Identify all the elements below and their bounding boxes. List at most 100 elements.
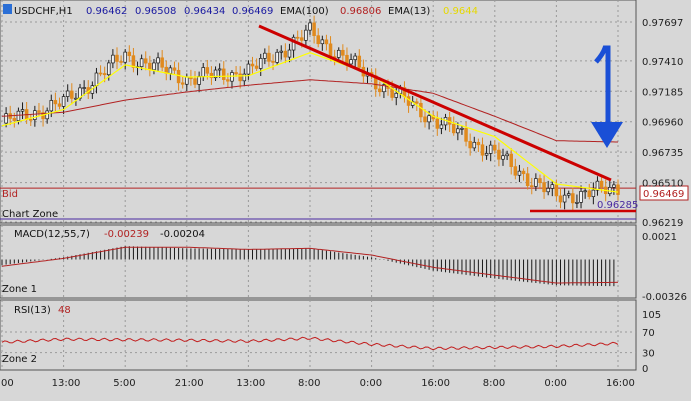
candle-body [49,100,54,112]
candle-body [612,184,616,188]
candle-body [357,55,362,68]
time-tick-label: 5:00 [113,378,135,389]
candle-body [172,67,177,71]
candle-body [28,119,33,121]
candle-body [148,62,152,71]
candle-body [263,52,267,59]
candle-body [349,59,353,65]
candle-body [316,35,320,45]
candle-body [283,50,288,58]
rsi-value: 48 [58,305,71,316]
candle-body [213,69,218,79]
time-tick-label: 8:00 [483,378,505,389]
candle-body [33,110,37,120]
candle-body [279,50,284,53]
rsi-tick-label: 70 [642,328,655,339]
candle-body [304,29,308,41]
candle-body [566,193,571,196]
candle-body [168,67,173,74]
time-tick-label: 21:00 [175,378,204,389]
candle-body [550,184,555,189]
ema100-value: 0.96806 [340,6,381,17]
candle-body [61,96,66,107]
candle-body [419,102,423,118]
candle-body [456,128,460,134]
candle-body [554,184,559,197]
candle-body [493,144,497,151]
candle-body [435,118,440,129]
low-value: 0.96434 [184,6,225,17]
candle-body [517,170,522,176]
candle-body [217,68,222,71]
candle-body [267,52,271,62]
macd-signal-line [1,246,619,284]
support-price-label: 0.96285 [597,200,638,211]
candle-body [275,51,279,63]
candle-body [98,72,103,75]
candle-body [74,97,78,100]
candle-body [525,173,530,187]
candle-body [230,72,234,82]
rsi-line [1,336,619,351]
candle-body [127,51,132,57]
candle-body [201,67,205,77]
time-tick-label: 0:00 [544,378,566,389]
candle-body [250,63,255,67]
time-tick-label: 16:00 [606,378,635,389]
candle-body [505,153,509,157]
candle-body [82,87,86,89]
ema100-line [1,79,618,143]
candle-body [587,190,592,197]
candle-body [501,155,505,160]
resistance-trendline[interactable] [258,24,612,182]
collapse-arrow-icon[interactable] [3,4,12,14]
candle-body [156,57,160,64]
candle-body [439,124,444,129]
candle-body [451,123,456,134]
y-axis: 0.97697 0.97410 0.97185 0.96960 0.96735 0.965… [642,18,687,375]
macd-zone-label: Zone 1 [2,284,37,295]
candle-body [234,72,238,75]
price-tick-label: 0.96960 [642,118,683,129]
macd-series [1,246,619,287]
candle-body [16,110,21,121]
candle-body [4,113,8,124]
ema13-label: EMA(13) [388,6,430,17]
candle-body [53,100,58,105]
candle-body [205,67,210,74]
price-tick-label: 0.96219 [642,218,683,229]
candle-body [312,22,316,37]
candle-body [242,73,247,82]
candle-body [111,54,115,64]
candle-body [324,39,329,45]
macd-signal-value: -0.00204 [160,229,205,240]
candle-body [12,118,17,121]
rsi-zone-label: Zone 2 [2,354,37,365]
bid-price-label: 0.96469 [643,189,684,200]
candle-body [488,144,493,154]
candle-body [291,36,296,51]
macd-panel-bg [0,224,637,299]
candle-body [521,170,526,175]
candle-body [123,51,127,63]
ema13-line [1,52,619,193]
time-tick-label: 00 [1,378,14,389]
time-tick-label: 13:00 [52,378,81,389]
candle-body [287,49,292,58]
x-axis: 00 13:00 5:00 21:00 13:00 8:00 0:00 16:00 8:00 0:… [1,378,635,389]
candle-body [222,68,226,80]
candle-body [197,75,201,85]
candle-body [336,49,341,58]
rsi-tick-label: 30 [642,349,655,360]
candle-body [464,128,468,142]
candle-body [390,88,394,98]
candle-body [591,189,596,197]
candle-body [209,72,214,79]
candle-body [70,90,74,99]
candle-body [472,141,477,149]
candle-body [300,37,304,41]
candle-body [254,65,259,69]
candle-body [107,62,111,76]
